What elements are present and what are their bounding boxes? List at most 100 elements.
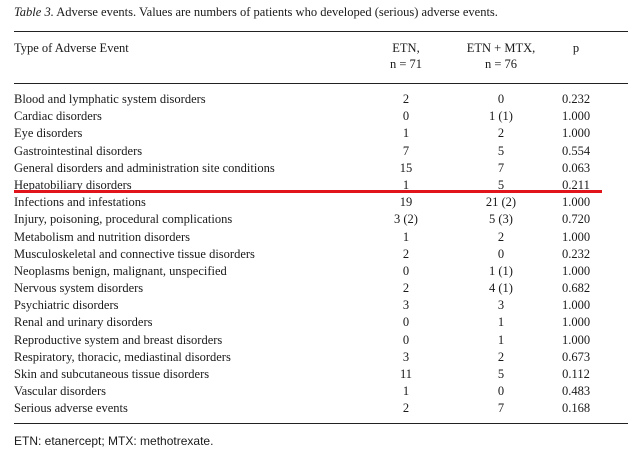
- etn-count-cell: 3: [402, 349, 410, 364]
- etn-count-cell: 15: [399, 160, 413, 175]
- etn-count-cell: 2: [402, 246, 410, 261]
- event-name-cell: General disorders and administration sit…: [14, 160, 275, 175]
- p-value-cell: 1.000: [561, 332, 591, 347]
- table-row: General disorders and administration sit…: [0, 160, 640, 177]
- table-caption-label: Table 3.: [14, 5, 54, 19]
- table-header-rule: [14, 83, 628, 84]
- event-name-cell: Renal and urinary disorders: [14, 315, 153, 330]
- etn-count-cell: 1: [402, 384, 410, 399]
- etn-count-cell: 19: [399, 195, 413, 210]
- etn-mtx-count-cell: 7: [497, 401, 505, 416]
- etn-mtx-count-cell: 7: [497, 160, 505, 175]
- p-value-cell: 1.000: [561, 229, 591, 244]
- red-highlight-line: [14, 190, 602, 193]
- table-row: Psychiatric disorders 3 3 1.000: [0, 297, 640, 314]
- table-row: Neoplasms benign, malignant, unspecified…: [0, 263, 640, 280]
- p-value-cell: 1.000: [561, 263, 591, 278]
- table-top-rule: [14, 31, 628, 32]
- etn-count-cell: 0: [402, 315, 410, 330]
- etn-mtx-count-cell: 0: [497, 92, 505, 106]
- event-name-cell: Cardiac disorders: [14, 109, 102, 124]
- table-row: Cardiac disorders 0 1 (1) 1.000: [0, 108, 640, 125]
- etn-mtx-count-cell: 21 (2): [485, 195, 517, 210]
- table-row: Infections and infestations 19 21 (2) 1.000: [0, 194, 640, 211]
- table-row: Reproductive system and breast disorders…: [0, 332, 640, 349]
- p-value-cell: 1.000: [561, 195, 591, 210]
- p-value-cell: 1.000: [561, 298, 591, 313]
- p-value-cell: 0.682: [561, 281, 591, 296]
- p-value-cell: 0.112: [562, 367, 590, 381]
- etn-count-cell: 0: [402, 263, 410, 278]
- etn-count-cell: 3: [402, 298, 410, 313]
- p-value-cell: 0.232: [561, 246, 591, 261]
- event-name-cell: Psychiatric disorders: [14, 298, 119, 313]
- header-etn-label: ETN,: [392, 41, 420, 55]
- header-etn-mtx: ETN + MTX, n = 76: [467, 40, 536, 72]
- etn-count-cell: 1: [402, 229, 410, 244]
- header-etn: ETN, n = 71: [390, 40, 422, 72]
- p-value-cell: 1.000: [561, 315, 591, 330]
- event-name-cell: Vascular disorders: [14, 384, 106, 399]
- p-value-cell: 0.063: [561, 160, 591, 175]
- etn-mtx-count-cell: 2: [497, 126, 505, 141]
- table-row: Respiratory, thoracic, mediastinal disor…: [0, 349, 640, 366]
- table-row: Renal and urinary disorders 0 1 1.000: [0, 314, 640, 331]
- header-type-of-adverse-event: Type of Adverse Event: [14, 41, 129, 55]
- etn-count-cell: 3 (2): [394, 212, 418, 227]
- event-name-cell: Gastrointestinal disorders: [14, 143, 143, 158]
- p-value-cell: 0.232: [561, 92, 591, 106]
- table-caption: Table 3. Adverse events. Values are numb…: [14, 5, 498, 20]
- table-caption-text: Adverse events. Values are numbers of pa…: [56, 5, 498, 19]
- p-value-cell: 0.673: [561, 349, 591, 364]
- etn-mtx-count-cell: 1 (1): [489, 263, 513, 278]
- header-etn-mtx-label: ETN + MTX,: [466, 41, 536, 55]
- etn-mtx-count-cell: 0: [497, 246, 505, 261]
- table-footnote: ETN: etanercept; MTX: methotrexate.: [14, 434, 214, 448]
- event-name-cell: Reproductive system and breast disorders: [14, 332, 223, 347]
- table-row: Hepatobiliary disorders 1 5 0.211: [0, 177, 640, 194]
- event-name-cell: Musculoskeletal and connective tissue di…: [14, 246, 255, 261]
- header-etn-n: n = 71: [389, 57, 423, 71]
- event-name-cell: Serious adverse events: [14, 401, 128, 416]
- etn-count-cell: 1: [402, 177, 410, 192]
- table-row: Blood and lymphatic system disorders 2 0 0.…: [0, 91, 640, 108]
- p-value-cell: 0.483: [561, 384, 591, 399]
- table-row: Nervous system disorders 2 4 (1) 0.682: [0, 280, 640, 297]
- p-value-cell: 0.554: [561, 143, 591, 158]
- etn-mtx-count-cell: 1: [497, 332, 505, 347]
- event-name-cell: Infections and infestations: [14, 195, 146, 210]
- table-row: Injury, poisoning, procedural complicati…: [0, 211, 640, 228]
- table-row: Musculoskeletal and connective tissue di…: [0, 246, 640, 263]
- etn-mtx-count-cell: 2: [497, 229, 505, 244]
- etn-count-cell: 2: [402, 401, 410, 416]
- etn-count-cell: 2: [402, 281, 410, 296]
- table-row: Eye disorders 1 2 1.000: [0, 125, 640, 142]
- etn-mtx-count-cell: 1 (1): [489, 109, 513, 124]
- table-body: Blood and lymphatic system disorders 2 0 0.…: [0, 91, 640, 418]
- etn-mtx-count-cell: 5: [497, 143, 505, 158]
- table-row: Gastrointestinal disorders 7 5 0.554: [0, 143, 640, 160]
- p-value-cell: 0.211: [562, 177, 590, 192]
- table-row: Serious adverse events 2 7 0.168: [0, 400, 640, 417]
- etn-count-cell: 1: [402, 126, 410, 141]
- event-name-cell: Neoplasms benign, malignant, unspecified: [14, 263, 227, 278]
- header-p-value: p: [572, 41, 580, 55]
- etn-count-cell: 2: [402, 92, 410, 106]
- etn-mtx-count-cell: 5: [497, 177, 505, 192]
- event-name-cell: Eye disorders: [14, 126, 83, 141]
- etn-mtx-count-cell: 4 (1): [489, 281, 513, 296]
- etn-mtx-count-cell: 1: [497, 315, 505, 330]
- event-name-cell: Hepatobiliary disorders: [14, 177, 132, 192]
- p-value-cell: 0.168: [561, 401, 591, 416]
- table-row: Skin and subcutaneous tissue disorders 11…: [0, 366, 640, 383]
- table-row: Vascular disorders 1 0 0.483: [0, 383, 640, 400]
- etn-count-cell: 0: [402, 109, 410, 124]
- etn-count-cell: 11: [399, 367, 413, 381]
- etn-count-cell: 7: [402, 143, 410, 158]
- event-name-cell: Skin and subcutaneous tissue disorders: [14, 367, 210, 381]
- etn-mtx-count-cell: 5: [497, 367, 505, 381]
- etn-mtx-count-cell: 2: [497, 349, 505, 364]
- event-name-cell: Metabolism and nutrition disorders: [14, 229, 191, 244]
- p-value-cell: 1.000: [561, 126, 591, 141]
- etn-mtx-count-cell: 3: [497, 298, 505, 313]
